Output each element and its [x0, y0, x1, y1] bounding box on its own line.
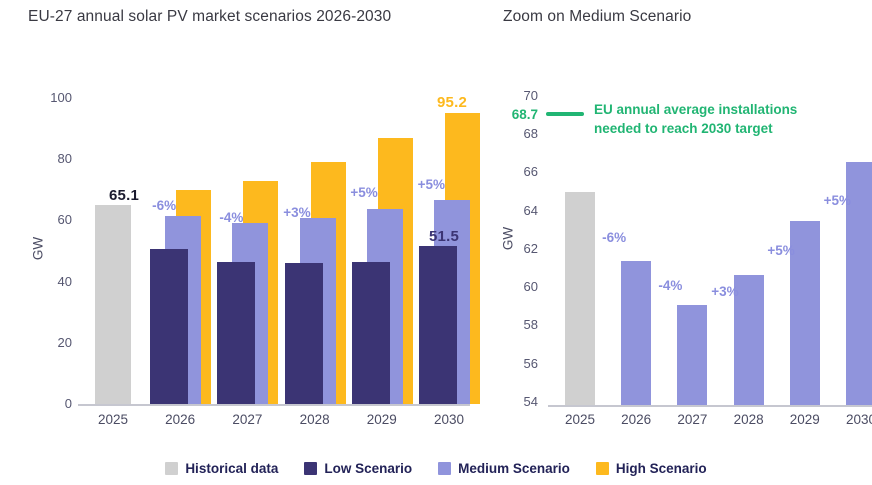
x-axis-label-2029: 2029	[789, 412, 820, 427]
y-axis-tick-60: 60	[57, 212, 72, 228]
value-label-2030-high: 95.2	[437, 93, 467, 111]
y-axis-tick-66: 66	[523, 164, 538, 180]
legend-item-low: Low Scenario	[304, 461, 412, 476]
legend-item-historical: Historical data	[165, 461, 278, 476]
legend-label-high: High Scenario	[615, 461, 707, 476]
bar-2029-low-scenario	[351, 261, 390, 404]
bar-2027-low-scenario	[217, 261, 256, 404]
y-axis-tick-68: 68	[523, 125, 538, 141]
y-axis-tick-64: 64	[523, 202, 538, 218]
y-axis-tick-70: 70	[523, 87, 538, 103]
y-axis-tick-60: 60	[523, 279, 538, 295]
y-axis-tick-62: 62	[523, 240, 538, 256]
x-axis-label-2030: 2030	[845, 412, 872, 427]
x-axis-label-2026: 2026	[165, 412, 196, 427]
x-axis-label-2028: 2028	[299, 412, 330, 427]
pct-label-2030: +5%	[823, 193, 851, 208]
value-label-2030-low: 51.5	[429, 228, 459, 246]
bar-2030-low-scenario	[419, 246, 457, 404]
x-axis-line	[78, 404, 470, 406]
left-y-axis-title: GW	[30, 236, 46, 261]
y-axis-tick-80: 80	[57, 151, 72, 167]
pct-label-2027: -4%	[219, 210, 244, 225]
pct-label-2029: +5%	[767, 243, 795, 258]
pct-label-2026: -6%	[602, 230, 627, 245]
y-axis-tick-0: 0	[64, 396, 72, 411]
x-axis-label-2029: 2029	[366, 412, 397, 427]
bar-2025-historical	[565, 192, 595, 405]
legend-item-medium: Medium Scenario	[438, 461, 570, 476]
pct-label-2028: +3%	[711, 284, 739, 299]
legend-label-medium: Medium Scenario	[458, 461, 570, 476]
y-axis-tick-58: 58	[523, 317, 538, 333]
y-axis-tick-20: 20	[57, 334, 72, 350]
x-axis-line	[548, 405, 872, 407]
x-axis-label-2026: 2026	[621, 412, 652, 427]
y-axis-tick-40: 40	[57, 273, 72, 289]
bar-2028-low-scenario	[284, 263, 323, 404]
target-line	[546, 112, 584, 116]
y-axis-tick-54: 54	[523, 394, 538, 409]
x-axis-label-2027: 2027	[232, 412, 263, 427]
y-axis-tick-56: 56	[523, 355, 538, 371]
target-annotation: EU annual average installations needed t…	[594, 102, 798, 136]
legend-swatch-low	[304, 462, 318, 475]
value-label-2025-historical: 65.1	[109, 186, 139, 204]
right-y-axis-title: GW	[500, 226, 516, 251]
left-chart-title: EU-27 annual solar PV market scenarios 2…	[28, 8, 392, 25]
legend-swatch-medium	[438, 462, 452, 475]
x-axis-label-2028: 2028	[733, 412, 764, 427]
legend-swatch-historical	[165, 462, 179, 475]
legend-swatch-high	[595, 462, 609, 475]
legend-item-high: High Scenario	[595, 461, 707, 476]
bar-2025-historical	[95, 204, 131, 404]
x-axis-label-2027: 2027	[677, 412, 708, 427]
x-axis-label-2025: 2025	[97, 412, 129, 427]
pct-label-2028: +3%	[283, 205, 311, 220]
pct-label-2030: +5%	[417, 177, 445, 192]
pct-label-2029: +5%	[350, 185, 378, 200]
bar-2028-medium-scenario	[733, 274, 764, 405]
pct-label-2026: -6%	[152, 198, 177, 213]
x-axis-label-2025: 2025	[564, 412, 596, 427]
legend-label-historical: Historical data	[185, 461, 279, 476]
pct-label-2027: -4%	[658, 278, 683, 293]
bar-2026-medium-scenario	[621, 261, 652, 405]
x-axis-label-2030: 2030	[433, 412, 465, 427]
bar-2030-medium-scenario	[846, 161, 872, 405]
right-chart-title: Zoom on Medium Scenario	[503, 8, 692, 25]
bar-2029-medium-scenario	[789, 221, 820, 405]
y-axis-tick-100: 100	[50, 90, 72, 105]
bar-2026-low-scenario	[150, 249, 189, 404]
target-value-label: 68.7	[511, 107, 538, 122]
bar-2027-medium-scenario	[677, 305, 708, 405]
legend-label-low: Low Scenario	[324, 461, 413, 476]
legend: Historical data Low Scenario Medium Scen…	[0, 461, 872, 476]
